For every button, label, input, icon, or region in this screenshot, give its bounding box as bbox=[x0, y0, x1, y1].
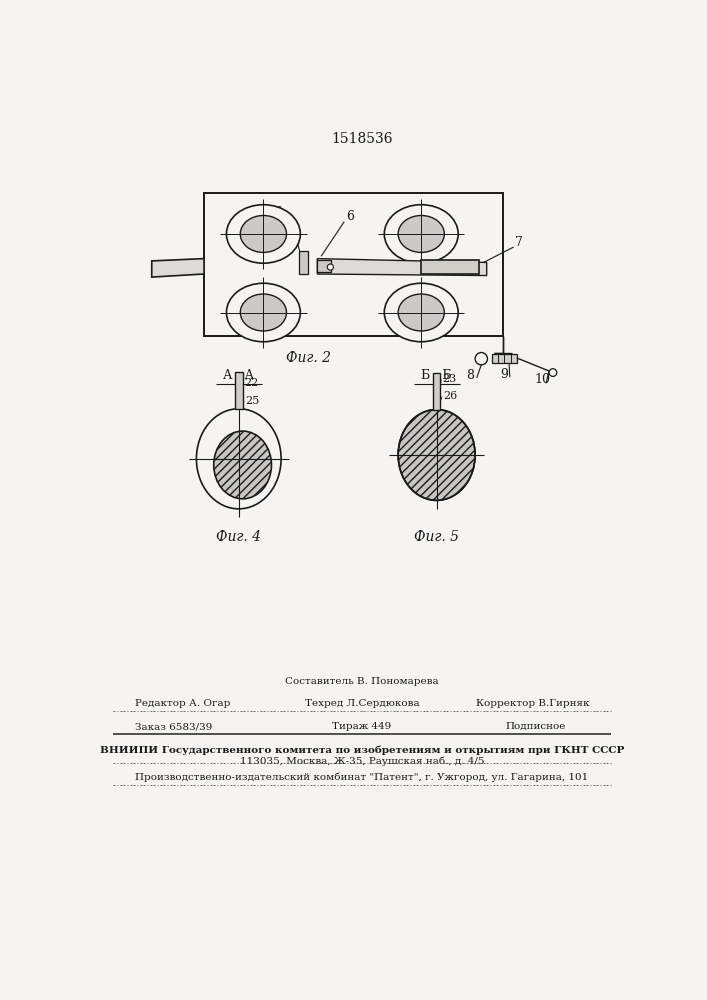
Text: Подписное: Подписное bbox=[506, 722, 566, 731]
Bar bbox=[235, 372, 243, 409]
Ellipse shape bbox=[398, 410, 475, 500]
Circle shape bbox=[327, 264, 334, 270]
Circle shape bbox=[475, 353, 487, 365]
Text: Тираж 449: Тираж 449 bbox=[332, 722, 392, 731]
Text: 6: 6 bbox=[346, 210, 354, 223]
Circle shape bbox=[549, 369, 557, 376]
Ellipse shape bbox=[240, 215, 286, 252]
Text: 23: 23 bbox=[442, 374, 456, 384]
Text: 113035, Москва, Ж-35, Раушская наб., д. 4/5: 113035, Москва, Ж-35, Раушская наб., д. … bbox=[240, 756, 484, 766]
Text: 10: 10 bbox=[535, 373, 551, 386]
Ellipse shape bbox=[197, 409, 281, 509]
Bar bbox=[433, 373, 440, 410]
Ellipse shape bbox=[226, 205, 300, 263]
Text: Производственно-издательский комбинат "Патент", г. Ужгород, ул. Гагарина, 101: Производственно-издательский комбинат "П… bbox=[135, 773, 588, 782]
Text: 1518536: 1518536 bbox=[331, 132, 392, 146]
Text: Техред Л.Сердюкова: Техред Л.Сердюкова bbox=[305, 699, 419, 708]
Text: Фиг. 5: Фиг. 5 bbox=[414, 530, 459, 544]
Text: Фиг. 2: Фиг. 2 bbox=[286, 351, 332, 365]
Text: А - А: А - А bbox=[223, 369, 255, 382]
Text: 7: 7 bbox=[515, 236, 523, 249]
Text: Составитель В. Пономарева: Составитель В. Пономарева bbox=[285, 677, 439, 686]
Text: 25: 25 bbox=[245, 396, 259, 406]
Text: 26: 26 bbox=[443, 391, 457, 401]
Ellipse shape bbox=[226, 283, 300, 342]
Text: 5: 5 bbox=[275, 206, 283, 219]
Text: ВНИИПИ Государственного комитета по изобретениям и открытиям при ГКНТ СССР: ВНИИПИ Государственного комитета по изоб… bbox=[100, 745, 624, 755]
Bar bbox=[317, 260, 331, 272]
Bar bbox=[204, 193, 503, 336]
Text: 8: 8 bbox=[466, 369, 474, 382]
Ellipse shape bbox=[385, 283, 458, 342]
Text: Фиг. 4: Фиг. 4 bbox=[216, 530, 262, 544]
Text: 9: 9 bbox=[501, 368, 508, 381]
Ellipse shape bbox=[240, 294, 286, 331]
Ellipse shape bbox=[214, 431, 271, 499]
Ellipse shape bbox=[385, 205, 458, 263]
Text: Корректор В.Гирняк: Корректор В.Гирняк bbox=[477, 699, 590, 708]
Polygon shape bbox=[317, 259, 486, 276]
Bar bbox=[492, 354, 517, 363]
Bar bbox=[299, 251, 308, 274]
Ellipse shape bbox=[398, 294, 444, 331]
Polygon shape bbox=[152, 259, 204, 277]
Text: 22: 22 bbox=[244, 378, 258, 388]
Bar bbox=[421, 260, 479, 274]
Text: Заказ 6583/39: Заказ 6583/39 bbox=[135, 722, 212, 731]
Text: Б - Б: Б - Б bbox=[421, 369, 452, 382]
Text: Редактор А. Огар: Редактор А. Огар bbox=[135, 699, 230, 708]
Ellipse shape bbox=[398, 215, 444, 252]
